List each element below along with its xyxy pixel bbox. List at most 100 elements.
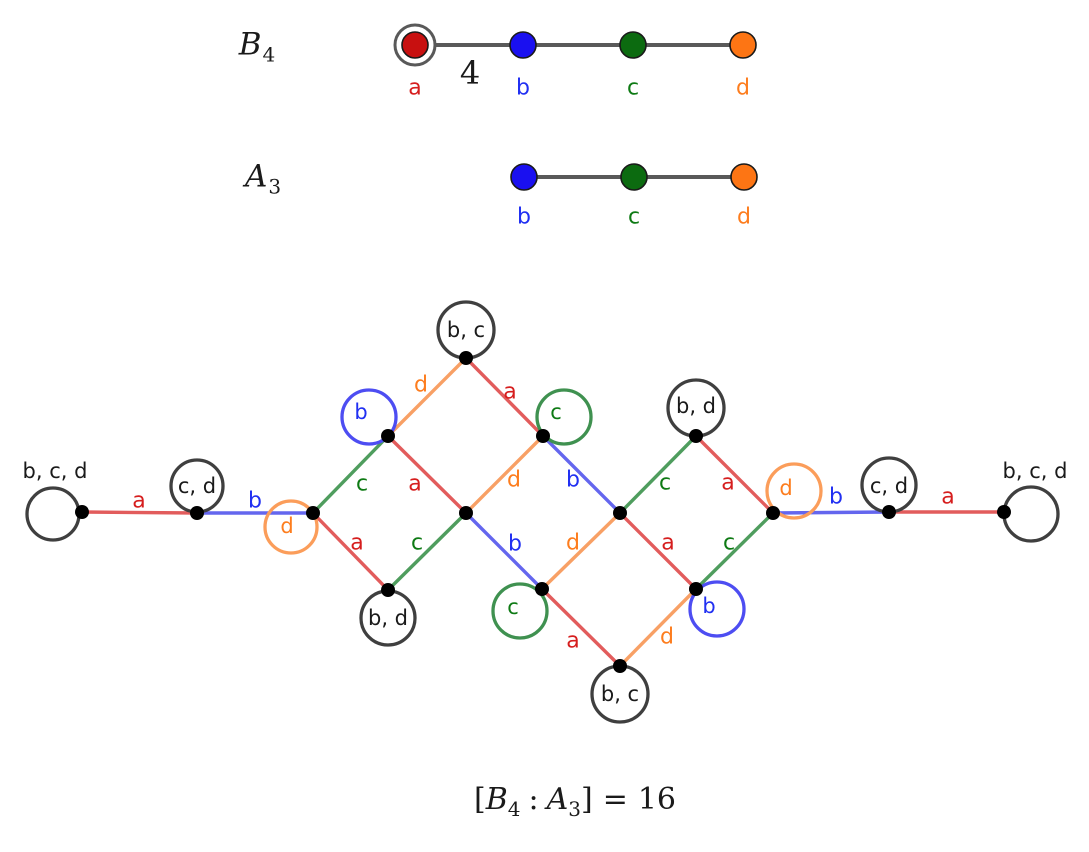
edge-c-n6-n7 (386, 511, 468, 592)
loop-label-n9: b, c (601, 682, 639, 706)
coset-vertex-n4 (459, 351, 473, 365)
formula-equals: = (602, 782, 628, 817)
loop-label-n8: c (507, 595, 519, 619)
coset-vertex-n10 (613, 506, 627, 520)
index-formula: [B4: A3] = 16 (473, 782, 677, 821)
coset-vertex-n7 (381, 583, 395, 597)
coset-vertex-n13 (766, 506, 780, 520)
loop-label-n12: b (702, 594, 715, 618)
edge-label-d-n5-n6: d (507, 468, 521, 493)
coset-vertex-n12 (689, 582, 703, 596)
b4-diagram-label: B4 (238, 26, 276, 67)
coset-vertex-n9 (613, 659, 627, 673)
formula-colon: : (528, 782, 539, 817)
self-loop-n13 (765, 462, 823, 520)
self-loop-n5 (535, 388, 593, 446)
self-loop-n0 (25, 486, 81, 542)
coset-vertex-n5 (536, 429, 550, 443)
edge-d-n5-n6 (464, 434, 545, 515)
edge-d-n3-n4 (386, 356, 468, 438)
a3-diagram-label: A3 (244, 158, 282, 199)
edge-label-a-n11-n13: a (721, 471, 734, 496)
self-loop-n3 (340, 388, 398, 446)
formula-close-bracket: ] (580, 782, 593, 817)
coset-vertex-n0 (75, 505, 89, 519)
edge-b-n6-n8 (464, 511, 544, 591)
edge-label-b-n5-n10: b (566, 468, 580, 493)
edge-c-n10-n11 (618, 434, 698, 515)
edge-label-c-n12-n13: c (723, 531, 735, 556)
loop-label-n4: b, c (447, 318, 485, 342)
coset-vertex-n1 (190, 506, 204, 520)
formula-open-bracket: [ (473, 782, 486, 817)
loop-label-n14: c, d (870, 474, 908, 498)
b4-symbol: B (238, 26, 262, 63)
coset-vertex-n3 (381, 429, 395, 443)
coset-vertex-n8 (535, 582, 549, 596)
edge-c-n2-n3 (311, 434, 390, 515)
edge-a-n4-n5 (464, 356, 545, 438)
edge-d-n9-n12 (618, 587, 698, 668)
a3-symbol: A (244, 158, 268, 195)
edge-a-n2-n7 (311, 511, 390, 592)
coset-vertex-n6 (459, 506, 473, 520)
loop-label-n15: b, c, d (1003, 459, 1068, 483)
self-loop-n15 (1002, 485, 1060, 543)
loop-label-n11: b, d (676, 394, 716, 418)
generator-label-B4-d: d (736, 76, 750, 101)
edge-label-b-n13-n14: b (829, 485, 843, 510)
edge-b-n5-n10 (541, 434, 622, 515)
dynkin-node-B4-c (619, 31, 647, 59)
formula-subgroup-symbol: A (546, 782, 569, 817)
generator-label-B4-c: c (627, 76, 639, 101)
edge-label-a-n4-n5: a (503, 380, 516, 405)
formula-index-value: 16 (637, 782, 677, 817)
edge-a-n11-n13 (694, 434, 775, 515)
edge-a-n10-n12 (618, 511, 698, 591)
self-loop-n8 (491, 582, 549, 640)
dynkin-node-B4-b (509, 31, 537, 59)
loop-label-n7: b, d (368, 606, 408, 630)
edge-label-a-n8-n9: a (566, 629, 579, 654)
edge-a-n3-n6 (386, 434, 468, 515)
loop-label-n2: d (280, 514, 293, 538)
dynkin-node-A3-b (510, 163, 538, 191)
coset-vertex-n15 (997, 505, 1011, 519)
edge-label-d-n8-n10: d (566, 531, 580, 556)
formula-group-symbol: B (485, 782, 508, 817)
generator-label-B4-a: a (408, 76, 421, 101)
edge-b-n13-n14 (771, 510, 891, 515)
coset-vertex-n11 (689, 429, 703, 443)
dynkin-node-B4-d (729, 31, 757, 59)
dynkin-node-A3-d (730, 163, 758, 191)
bond-order-label: 4 (460, 54, 480, 92)
generator-label-A3-d: d (737, 205, 751, 230)
edge-label-c-n2-n3: c (356, 472, 368, 497)
generator-label-A3-b: b (517, 205, 531, 230)
edge-a-n8-n9 (540, 587, 622, 668)
loop-label-n3: b (354, 400, 367, 424)
coset-vertex-n14 (882, 505, 896, 519)
edge-label-d-n9-n12: d (660, 625, 674, 650)
edge-label-a-n0-n1: a (132, 489, 145, 514)
self-loop-n2 (263, 499, 319, 555)
dynkin-node-A3-c (620, 163, 648, 191)
edge-d-n8-n10 (540, 511, 622, 591)
b4-subscript: 4 (262, 42, 276, 67)
edge-label-a-n14-n15: a (941, 485, 954, 510)
loop-label-n0: b, c, d (23, 459, 88, 483)
coset-vertex-n2 (306, 506, 320, 520)
edge-c-n12-n13 (694, 511, 775, 591)
generator-label-A3-c: c (628, 205, 640, 230)
edge-label-a-n2-n7: a (350, 531, 363, 556)
self-loop-n12 (688, 580, 746, 638)
formula-group-subscript: 4 (507, 797, 521, 821)
edge-label-c-n10-n11: c (659, 471, 671, 496)
a3-subscript: 3 (268, 174, 282, 199)
formula-subgroup-subscript: 3 (568, 797, 581, 821)
edge-label-a-n10-n12: a (661, 531, 674, 556)
edge-a-n0-n1 (80, 510, 199, 515)
edge-label-a-n3-n6: a (408, 472, 421, 497)
loop-label-n13: d (779, 476, 792, 500)
